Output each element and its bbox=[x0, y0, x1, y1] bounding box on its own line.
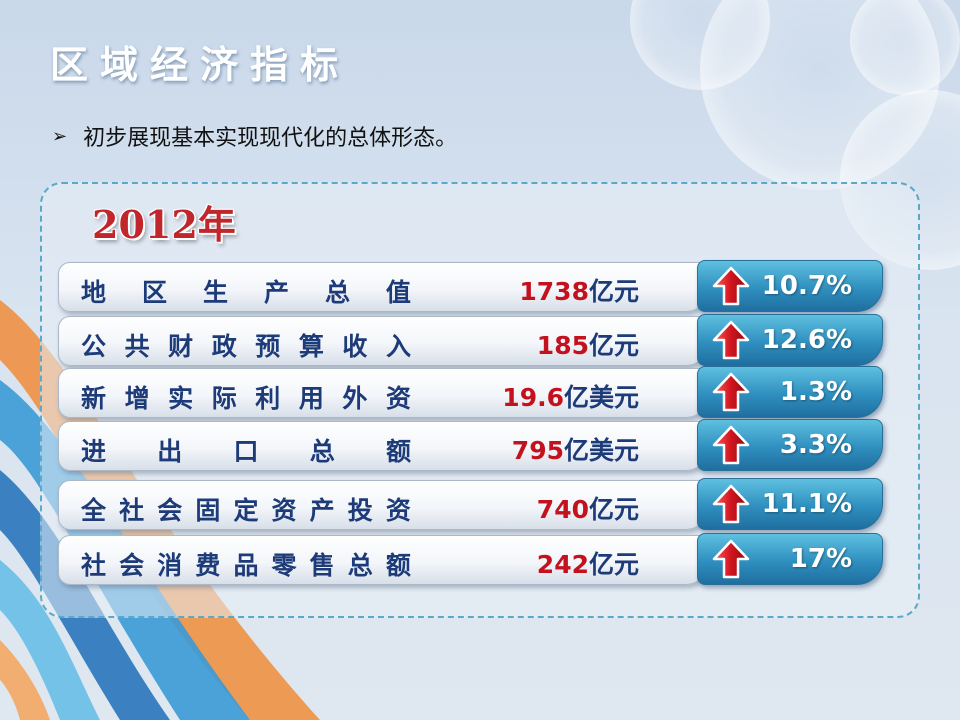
indicator-label: 新增实际利用外资 bbox=[81, 384, 411, 413]
indicator-label: 公共财政预算收入 bbox=[81, 332, 411, 361]
growth-percent: 10.7% bbox=[761, 271, 852, 301]
growth-percent: 17% bbox=[789, 544, 852, 574]
year-heading: 2012年 bbox=[92, 202, 236, 247]
growth-percent: 12.6% bbox=[761, 325, 852, 355]
growth-box: 17% bbox=[697, 533, 883, 585]
indicator-number: 185 bbox=[536, 331, 589, 360]
indicator-number: 740 bbox=[536, 495, 589, 524]
indicator-unit: 亿元 bbox=[588, 495, 639, 524]
indicator-unit: 亿元 bbox=[588, 331, 639, 360]
indicator-value: 1738亿元 bbox=[519, 272, 639, 308]
indicator-number: 19.6 bbox=[502, 383, 564, 412]
growth-percent: 11.1% bbox=[761, 489, 852, 519]
indicator-value: 795亿美元 bbox=[512, 431, 639, 467]
up-arrow-icon bbox=[712, 425, 750, 465]
indicator-unit: 亿元 bbox=[588, 550, 639, 579]
indicator-label: 社会消费品零售总额 bbox=[81, 551, 411, 580]
growth-box: 1.3% bbox=[697, 366, 883, 418]
indicator-number: 242 bbox=[536, 550, 589, 579]
indicator-row: 全社会固定资产投资 740亿元 bbox=[58, 480, 708, 530]
up-arrow-icon bbox=[712, 320, 750, 360]
growth-percent: 1.3% bbox=[779, 377, 852, 407]
bullet-line: ➢ 初步展现基本实现现代化的总体形态。 bbox=[52, 120, 457, 152]
indicator-value: 19.6亿美元 bbox=[502, 378, 639, 414]
indicator-label: 全社会固定资产投资 bbox=[81, 496, 411, 525]
growth-box: 3.3% bbox=[697, 419, 883, 471]
indicator-label: 地区生产总值 bbox=[81, 278, 411, 307]
indicator-value: 740亿元 bbox=[537, 490, 639, 526]
indicator-row: 新增实际利用外资 19.6亿美元 bbox=[58, 368, 708, 418]
page-title: 区域经济指标 bbox=[50, 43, 351, 87]
indicator-number: 795 bbox=[511, 436, 564, 465]
bullet-text: 初步展现基本实现现代化的总体形态。 bbox=[83, 126, 458, 151]
growth-box: 12.6% bbox=[697, 314, 883, 366]
up-arrow-icon bbox=[712, 539, 750, 579]
indicator-value: 185亿元 bbox=[537, 326, 639, 362]
growth-box: 10.7% bbox=[697, 260, 883, 312]
indicator-row: 社会消费品零售总额 242亿元 bbox=[58, 535, 708, 585]
indicator-unit: 亿美元 bbox=[563, 436, 639, 465]
indicator-row: 进出口总额 795亿美元 bbox=[58, 421, 708, 471]
indicator-unit: 亿元 bbox=[588, 277, 639, 306]
indicator-number: 1738 bbox=[519, 277, 589, 306]
up-arrow-icon bbox=[712, 484, 750, 524]
indicator-label: 进出口总额 bbox=[81, 437, 411, 466]
indicator-row: 地区生产总值 1738亿元 bbox=[58, 262, 708, 312]
up-arrow-icon bbox=[712, 266, 750, 306]
growth-percent: 3.3% bbox=[779, 430, 852, 460]
indicator-value: 242亿元 bbox=[537, 545, 639, 581]
indicator-row: 公共财政预算收入 185亿元 bbox=[58, 316, 708, 366]
indicator-unit: 亿美元 bbox=[563, 383, 639, 412]
bullet-arrow-icon: ➢ bbox=[52, 125, 68, 147]
growth-box: 11.1% bbox=[697, 478, 883, 530]
up-arrow-icon bbox=[712, 372, 750, 412]
